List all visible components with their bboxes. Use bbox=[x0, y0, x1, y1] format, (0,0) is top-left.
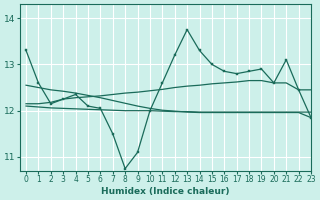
X-axis label: Humidex (Indice chaleur): Humidex (Indice chaleur) bbox=[101, 187, 230, 196]
